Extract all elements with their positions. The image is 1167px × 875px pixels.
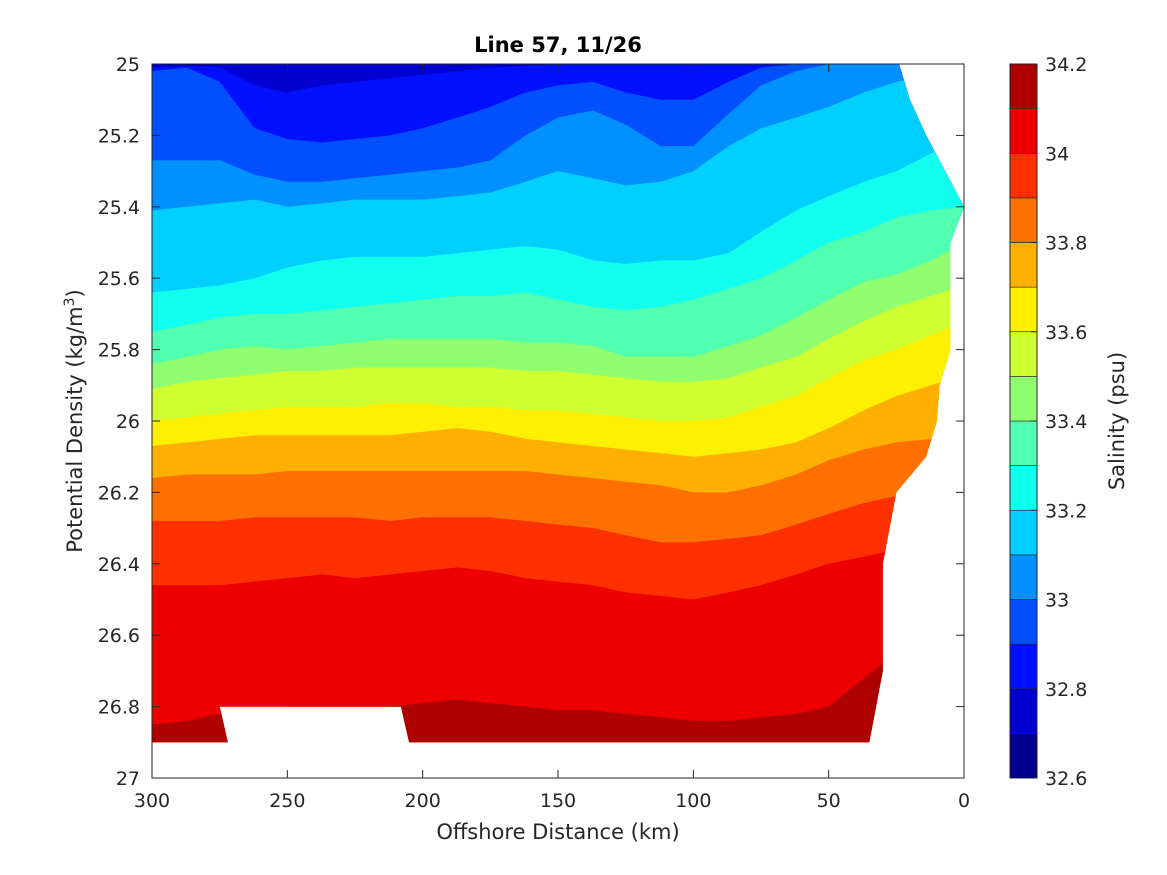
y-tick-label: 25	[116, 54, 140, 76]
colorbar-tick-label: 34.2	[1045, 54, 1087, 76]
y-tick-label: 25.2	[98, 125, 140, 147]
x-tick-label: 200	[405, 790, 441, 812]
x-tick-label: 50	[817, 790, 841, 812]
colorbar-tick-label: 32.6	[1045, 768, 1087, 790]
colorbar-tick-label: 34	[1045, 143, 1069, 165]
colorbar-segment	[1009, 242, 1038, 288]
colorbar-segment	[1009, 197, 1038, 243]
colorbar-segment	[1009, 331, 1038, 377]
x-axis-label: Offshore Distance (km)	[436, 820, 679, 844]
colorbar-segment	[1009, 554, 1038, 600]
y-tick-label: 25.6	[98, 268, 140, 290]
y-axis-label-superscript: 3	[62, 297, 78, 306]
colorbar-segment	[1009, 509, 1038, 556]
x-tick-label: 0	[958, 790, 970, 812]
colorbar-segment	[1009, 152, 1038, 199]
colorbar-segment	[1009, 420, 1038, 466]
x-tick-label: 300	[134, 790, 170, 812]
y-tick-label: 25.4	[98, 197, 140, 219]
y-axis-label-close: )	[63, 289, 87, 297]
colorbar-segment	[1009, 643, 1038, 690]
y-axis-label: Potential Density (kg/m3)	[62, 289, 87, 553]
colorbar-segment	[1009, 688, 1038, 734]
colorbar-tick-label: 33.6	[1045, 322, 1087, 344]
colorbar-segment	[1009, 465, 1038, 511]
x-axis: 300 250 200 150 100 50 0	[134, 64, 970, 812]
x-tick-label: 250	[269, 790, 305, 812]
colorbar-label: Salinity (psu)	[1105, 352, 1129, 490]
x-tick-label: 100	[675, 790, 711, 812]
chart-title: Line 57, 11/26	[474, 33, 642, 57]
colorbar-segment	[1009, 599, 1038, 645]
y-tick-label: 26.6	[98, 625, 140, 647]
y-axis: 25 25.2 25.4 25.6 25.8 26 26.2 26.4 26.6 26.8 27	[98, 54, 964, 790]
colorbar-tick-label: 33.2	[1045, 500, 1087, 522]
colorbar-tick-label: 33.8	[1045, 233, 1087, 255]
contour-bands	[152, 64, 964, 743]
x-tick-label: 150	[540, 790, 576, 812]
colorbar-segment	[1009, 733, 1038, 779]
y-tick-label: 26.8	[98, 697, 140, 719]
colorbar-axis: 32.6 32.8 33 33.2 33.4 33.6 33.8 34 34.2	[1031, 54, 1087, 790]
colorbar-tick-label: 33.4	[1045, 411, 1087, 433]
colorbar-tick-label: 32.8	[1045, 679, 1087, 701]
colorbar-segment	[1009, 63, 1038, 109]
y-tick-label: 26.2	[98, 482, 140, 504]
colorbar-segment	[1009, 286, 1038, 333]
colorbar-segment	[1009, 108, 1038, 154]
y-tick-label: 26.4	[98, 554, 140, 576]
y-tick-label: 25.8	[98, 340, 140, 362]
y-tick-label: 27	[116, 768, 140, 790]
y-tick-label: 26	[116, 411, 140, 433]
colorbar-tick-label: 33	[1045, 590, 1069, 612]
colorbar-segment	[1009, 376, 1038, 422]
y-axis-label-main: Potential Density (kg/m	[63, 306, 87, 552]
colorbar	[1009, 63, 1038, 779]
